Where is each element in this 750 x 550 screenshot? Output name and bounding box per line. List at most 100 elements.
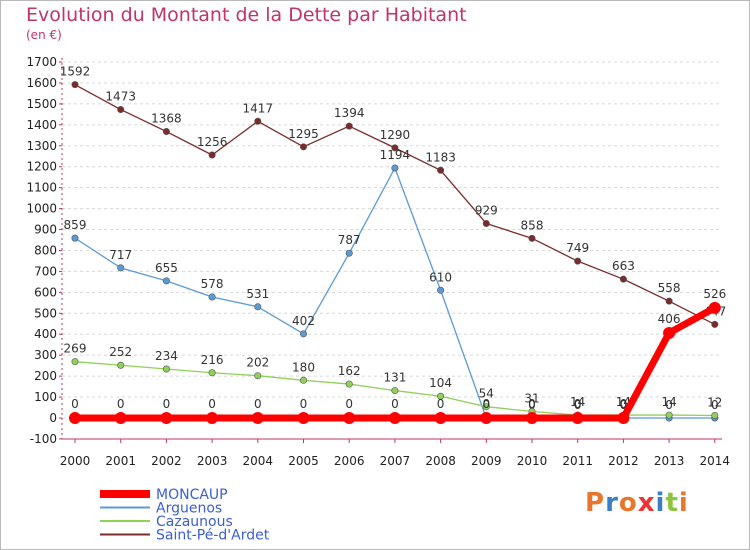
logo-letter: r [605, 488, 619, 518]
data-label-saint-pe-d-ardet: 1295 [288, 127, 319, 141]
proxiti-logo: Proxiti [585, 488, 689, 518]
legend-label-saint-pe-d-ardet: Saint-Pé-d'Ardet [156, 528, 270, 544]
data-label-cazaunous: 12 [707, 395, 722, 409]
data-point-saint-pe-d-ardet [482, 219, 490, 227]
x-tick-label: 2009 [471, 454, 502, 468]
data-label-arguenos: 1194 [380, 148, 411, 162]
data-point-saint-pe-d-ardet [345, 122, 353, 130]
chart-subtitle: (en €) [26, 28, 62, 42]
data-point-saint-pe-d-ardet [71, 81, 79, 89]
data-point-moncaup [69, 412, 81, 424]
data-label-cazaunous: 131 [383, 371, 406, 385]
data-point-moncaup [251, 412, 264, 424]
data-label-moncaup: 0 [254, 397, 262, 411]
x-tick-label: 2005 [288, 454, 319, 468]
y-tick-label: 1400 [26, 118, 57, 132]
data-label-moncaup: 0 [208, 397, 216, 411]
logo-letter: t [665, 488, 679, 518]
y-tick-label: 800 [34, 243, 57, 257]
data-label-saint-pe-d-ardet: 1394 [334, 106, 365, 120]
data-label-saint-pe-d-ardet: 929 [475, 203, 498, 217]
data-label-saint-pe-d-ardet: 1368 [151, 112, 182, 126]
data-label-arguenos: 531 [246, 287, 269, 301]
data-label-moncaup: 0 [391, 397, 399, 411]
data-point-moncaup [663, 326, 676, 339]
data-label-cazaunous: 252 [109, 345, 132, 359]
data-label-moncaup: 0 [300, 397, 308, 411]
logo-letter: i [678, 488, 689, 518]
data-point-moncaup [206, 412, 219, 424]
data-point-cazaunous [117, 361, 125, 369]
x-tick-label: 2000 [60, 454, 91, 468]
data-point-moncaup [297, 412, 310, 424]
data-point-moncaup [343, 412, 356, 424]
logo-letter: P [585, 488, 606, 518]
x-tick-label: 2012 [608, 454, 639, 468]
x-tick-label: 2010 [517, 454, 548, 468]
data-label-moncaup: 0 [437, 397, 445, 411]
data-label-cazaunous: 162 [338, 364, 361, 378]
data-point-saint-pe-d-ardet [162, 128, 170, 136]
data-label-cazaunous: 216 [201, 353, 224, 367]
data-point-arguenos [208, 293, 216, 301]
data-point-saint-pe-d-ardet [208, 151, 216, 159]
y-tick-label: 1300 [26, 139, 57, 153]
y-tick-label: 1200 [26, 160, 57, 174]
legend-label-cazaunous: Cazaunous [156, 514, 233, 530]
y-tick-label: 900 [34, 223, 57, 237]
data-label-saint-pe-d-ardet: 749 [566, 241, 589, 255]
data-label-saint-pe-d-ardet: 558 [658, 281, 681, 295]
data-point-cazaunous [299, 376, 307, 384]
data-label-moncaup: 526 [703, 287, 726, 301]
data-label-moncaup: 0 [345, 397, 353, 411]
data-label-arguenos: 717 [109, 248, 132, 262]
data-point-arguenos [117, 264, 125, 272]
data-label-arguenos: 610 [429, 270, 452, 284]
y-tick-label: 600 [34, 285, 57, 299]
data-label-arguenos: 0 [665, 398, 673, 412]
data-label-arguenos: 0 [574, 398, 582, 412]
y-tick-label: -100 [30, 432, 57, 446]
legend-label-moncaup: MONCAUP [156, 487, 228, 503]
x-tick-label: 2003 [197, 454, 228, 468]
data-point-moncaup [526, 412, 538, 424]
data-label-arguenos: 787 [338, 233, 361, 247]
y-tick-label: 200 [34, 369, 57, 383]
data-label-saint-pe-d-ardet: 858 [521, 218, 544, 232]
data-label-arguenos: 0 [528, 398, 536, 412]
data-point-cazaunous [71, 358, 79, 366]
data-point-moncaup [388, 412, 401, 424]
data-label-cazaunous: 269 [64, 342, 87, 356]
data-point-cazaunous [437, 392, 445, 400]
data-label-arguenos: 0 [711, 398, 719, 412]
data-point-moncaup [571, 412, 584, 424]
data-label-moncaup: 0 [482, 397, 490, 411]
logo-letter: o [618, 488, 638, 518]
data-point-arguenos [162, 277, 170, 285]
x-tick-label: 2002 [151, 454, 182, 468]
data-point-moncaup [434, 412, 447, 424]
data-point-saint-pe-d-ardet [437, 166, 445, 174]
data-label-moncaup: 406 [658, 312, 681, 326]
x-tick-label: 2008 [425, 454, 456, 468]
logo-letter: x [637, 488, 656, 518]
data-label-saint-pe-d-ardet: 1256 [197, 135, 228, 149]
data-point-arguenos [345, 249, 353, 257]
y-tick-label: 1500 [26, 97, 57, 111]
data-label-cazaunous: 14 [570, 395, 585, 409]
data-point-moncaup [160, 412, 173, 424]
x-tick-label: 2014 [700, 454, 731, 468]
data-label-moncaup: 0 [163, 397, 171, 411]
y-tick-label: 0 [49, 411, 57, 425]
data-point-saint-pe-d-ardet [574, 257, 582, 265]
data-point-arguenos [391, 164, 399, 172]
data-point-saint-pe-d-ardet [711, 320, 719, 328]
data-label-arguenos: 655 [155, 261, 178, 275]
data-point-cazaunous [711, 411, 719, 419]
data-point-saint-pe-d-ardet [299, 143, 307, 151]
data-label-cazaunous: 14 [661, 395, 676, 409]
data-point-cazaunous [254, 372, 262, 380]
data-label-cazaunous: 202 [246, 356, 269, 370]
chart-title: Evolution du Montant de la Dette par Hab… [26, 4, 467, 26]
